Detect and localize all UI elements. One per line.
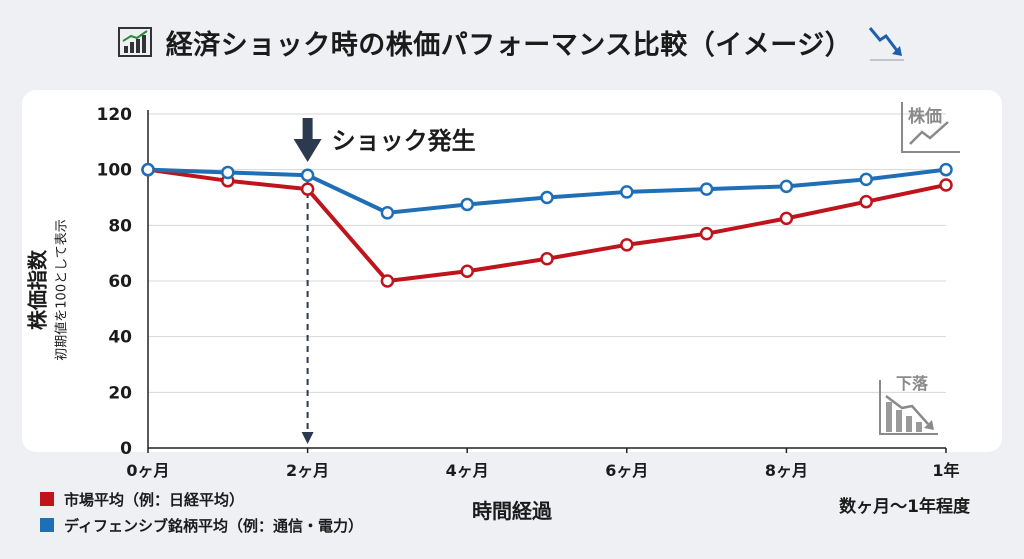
x-tick-label: 4ヶ月	[446, 461, 489, 480]
data-point-s1-8	[779, 179, 794, 194]
legend-swatch-defensive	[40, 518, 54, 532]
series-points	[141, 162, 953, 288]
data-point-s0-10	[939, 178, 953, 192]
x-tick-label: 8ヶ月	[765, 461, 808, 480]
x-tick-label: 2ヶ月	[286, 461, 329, 480]
x-axis-title: 時間経過	[472, 499, 552, 523]
shock-annotation: ショック発生	[293, 118, 476, 444]
y-tick-label: 40	[108, 328, 132, 348]
y-tick-label: 120	[97, 105, 133, 125]
chart-title: 経済ショック時の株価パフォーマンス比較（イメージ）	[165, 29, 853, 61]
data-point-s0-5	[540, 251, 554, 266]
decline-icon: 下落	[879, 374, 938, 435]
y-tick-label: 20	[108, 383, 132, 403]
data-point-s1-7	[699, 182, 714, 196]
shock-arrow-shaft	[302, 118, 313, 140]
chart-panel	[22, 90, 1002, 452]
legend-swatch-market	[40, 492, 54, 506]
data-point-s1-5	[540, 190, 554, 205]
y-axis-subtitle: 初期値を100として表示	[55, 219, 70, 361]
x-axis-note: 数ヶ月〜1年程度	[839, 497, 970, 517]
grid-lines	[148, 113, 946, 393]
legend-label-defensive: ディフェンシブ銘柄平均（例：通信・電力）	[64, 516, 363, 535]
corner-label-top: 株価	[908, 106, 942, 127]
corner-label-bottom: 下落	[896, 374, 929, 393]
x-tick-label: 1年	[932, 461, 959, 480]
data-point-s1-10	[939, 162, 953, 177]
data-point-s0-8	[779, 211, 794, 226]
y-tick-label: 0	[120, 439, 132, 459]
shock-arrow-head	[293, 139, 322, 162]
data-point-s1-2	[300, 168, 315, 182]
shock-label: ショック発生	[332, 127, 476, 155]
y-axis-title: 株価指数	[26, 250, 50, 330]
y-tick-label: 60	[108, 272, 132, 292]
data-point-s0-6	[620, 238, 634, 252]
data-point-s1-1	[221, 165, 235, 180]
x-tick-label: 0ヶ月	[126, 461, 169, 480]
y-axis-label: 株価指数 初期値を100として表示	[26, 165, 70, 415]
x-tick-label: 6ヶ月	[605, 461, 648, 480]
data-point-s0-2	[300, 182, 315, 196]
data-point-s1-9	[859, 172, 873, 187]
data-point-s1-4	[460, 197, 474, 212]
legend-item-market: 市場平均（例：日経平均）	[40, 486, 363, 512]
data-point-s0-7	[699, 226, 714, 241]
legend-item-defensive: ディフェンシブ銘柄平均（例：通信・電力）	[40, 512, 363, 538]
trend-down-arrow-icon	[869, 27, 905, 61]
bar-chart-up-icon	[117, 27, 152, 57]
data-point-s1-0	[141, 162, 155, 177]
legend-label-market: 市場平均（例：日経平均）	[64, 490, 245, 509]
title-bar: 経済ショック時の株価パフォーマンス比較（イメージ）	[0, 14, 1024, 70]
data-point-s0-3	[380, 274, 395, 288]
legend: 市場平均（例：日経平均） ディフェンシブ銘柄平均（例：通信・電力）	[40, 486, 363, 538]
data-point-s1-6	[620, 185, 634, 199]
tick-labels: 0 20 40 60 80 100 120 0ヶ月 2ヶ月 4ヶ月 6ヶ月 8ヶ月 1年	[97, 105, 960, 480]
y-tick-label: 80	[108, 216, 132, 236]
data-point-s0-9	[859, 194, 873, 209]
data-point-s0-4	[460, 264, 474, 279]
stock-up-icon: 株価	[901, 102, 960, 153]
data-point-s1-3	[380, 206, 395, 220]
y-tick-label: 100	[97, 161, 133, 181]
shock-dashed-arrowhead	[301, 432, 314, 444]
